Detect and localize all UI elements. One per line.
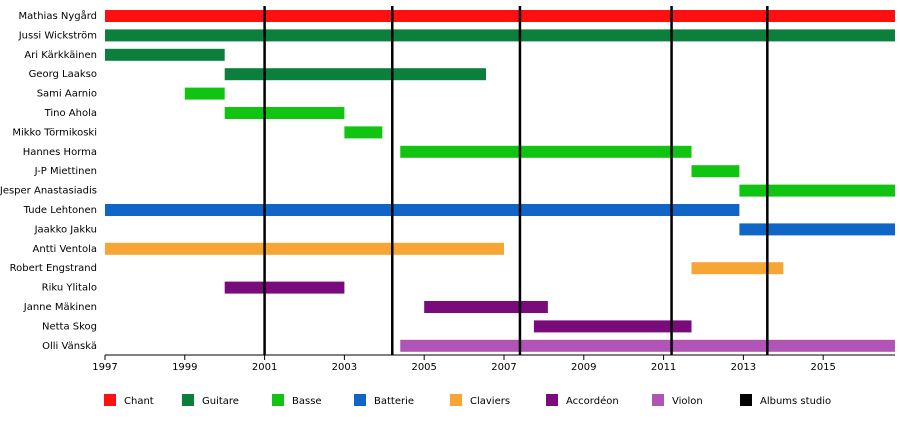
row-label: Jaakko Jakku xyxy=(34,224,97,235)
row-label: Tino Ahola xyxy=(44,108,97,119)
legend-swatch xyxy=(272,394,284,406)
row-label: Jussi Wickström xyxy=(18,30,97,41)
bar xyxy=(739,184,895,197)
row-label: Georg Laakso xyxy=(29,69,97,80)
legend-swatch xyxy=(652,394,664,406)
bar xyxy=(105,204,740,216)
legend-swatch xyxy=(182,394,194,406)
legend-label: Violon xyxy=(672,396,703,407)
row-label: Sami Aarnio xyxy=(37,89,97,100)
legend-swatch xyxy=(740,394,752,406)
x-tick-label: 2011 xyxy=(651,362,676,373)
row-label: Janne Mäkinen xyxy=(23,302,97,313)
legend-label: Batterie xyxy=(374,396,414,407)
x-tick-label: 2007 xyxy=(491,362,516,373)
legend-label: Basse xyxy=(292,396,322,407)
x-tick-label: 2005 xyxy=(411,362,436,373)
bar xyxy=(184,87,225,100)
row-label: Mikko Törmikoski xyxy=(12,127,97,138)
x-tick-label: 1999 xyxy=(172,362,197,373)
legend-label: Chant xyxy=(124,396,154,407)
bar xyxy=(224,281,345,294)
legend-swatch xyxy=(546,394,558,406)
legend-label: Albums studio xyxy=(760,396,831,407)
legend-label: Claviers xyxy=(470,396,510,407)
row-label: Mathias Nygård xyxy=(19,9,97,22)
legend-label: Accordéon xyxy=(566,395,619,407)
row-label: Ari Kärkkäinen xyxy=(24,50,97,61)
legend-swatch xyxy=(450,394,462,406)
bar xyxy=(533,320,692,333)
legend-label: Guitare xyxy=(202,396,239,407)
row-label: Antti Ventola xyxy=(33,244,97,255)
legend-swatch xyxy=(354,394,366,406)
x-tick-label: 2015 xyxy=(810,362,835,373)
row-label: Jesper Anastasiadis xyxy=(0,186,97,197)
bar xyxy=(105,29,895,42)
bar xyxy=(691,262,784,275)
row-label: Tude Lehtonen xyxy=(23,205,97,216)
x-tick-label: 2003 xyxy=(332,362,357,373)
x-tick-label: 1997 xyxy=(92,362,117,373)
row-label: Robert Engstrand xyxy=(10,263,97,274)
bar xyxy=(344,126,383,139)
x-tick-label: 2009 xyxy=(571,362,596,373)
bar xyxy=(224,107,345,119)
x-tick-label: 2001 xyxy=(252,362,277,373)
legend-swatch xyxy=(104,394,116,406)
x-tick-label: 2013 xyxy=(731,362,756,373)
row-label: Netta Skog xyxy=(42,321,97,332)
bar xyxy=(224,68,487,81)
row-label: Hannes Horma xyxy=(23,147,97,158)
bar xyxy=(400,145,692,158)
bar xyxy=(105,242,504,255)
bar xyxy=(691,165,740,178)
bar xyxy=(400,339,895,352)
bar xyxy=(105,10,895,22)
bar xyxy=(739,223,895,236)
bar xyxy=(105,48,225,61)
row-label: Riku Ylitalo xyxy=(42,283,97,294)
row-label: J-P Miettinen xyxy=(34,166,97,177)
row-label: Olli Vänskä xyxy=(42,341,97,352)
bar xyxy=(424,301,548,313)
